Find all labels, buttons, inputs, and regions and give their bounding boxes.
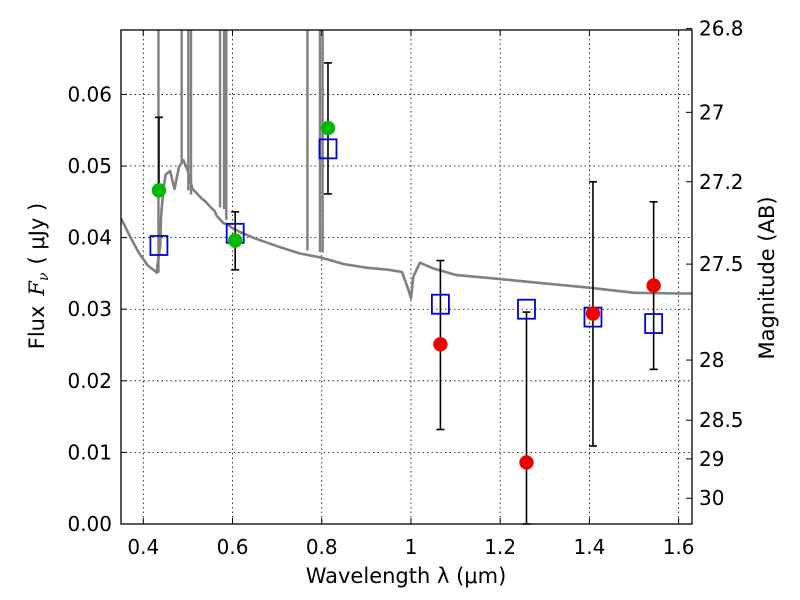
x-tick-label: 0.4: [127, 535, 159, 559]
right-tick-label: 28.5: [699, 408, 744, 432]
right-tick-label: 26.8: [699, 17, 744, 41]
marker-layer: [149, 120, 664, 470]
right-tick-label: 27.2: [699, 170, 744, 194]
x-tick-label: 1.4: [573, 535, 605, 559]
y-axis-title-subscript: ν: [36, 272, 52, 281]
y-tick-label: 0.04: [67, 226, 112, 250]
tick-label-layer: 0.4 0.6 0.8 1 1.2 1.4 1.6 0.00 0.01 0.02 0.03 0.04 0…: [67, 17, 743, 559]
model-sed-layer: [121, 30, 692, 300]
x-tick-label: 0.6: [217, 535, 249, 559]
right-axis-title: Magnitude (AB): [755, 196, 779, 359]
model-photometry-square: [149, 235, 169, 256]
x-tick-label: 0.8: [306, 535, 338, 559]
y-tick-label: 0.02: [67, 369, 112, 393]
x-axis-title: Wavelength λ (μm): [306, 564, 507, 588]
plot-frame: [120, 29, 693, 525]
x-tick-label: 1.2: [484, 535, 516, 559]
y-axis-title-symbol: F: [25, 280, 49, 297]
y-tick-label: 0.06: [67, 82, 112, 106]
y-tick-label: 0.05: [67, 154, 112, 178]
model-photometry-square: [318, 138, 338, 160]
model-photometry-square: [431, 293, 450, 315]
right-tick-label: 27: [699, 100, 724, 124]
y-tick-label: 0.03: [67, 297, 112, 321]
right-tick-label: 27.5: [699, 252, 744, 276]
right-tick-label: 30: [699, 486, 724, 510]
y-axis-title-unit: ( μJy ): [25, 203, 49, 265]
right-tick-label: 28: [699, 348, 724, 372]
nondetection-point: [433, 337, 448, 352]
nondetection-point: [585, 306, 601, 321]
detection-point: [151, 183, 167, 198]
model-photometry-square: [644, 313, 664, 334]
model-photometry-square: [517, 298, 536, 320]
x-tick-label: 1: [405, 535, 418, 559]
nondetection-point: [646, 278, 661, 293]
y-axis-title: Flux Fν ( μJy ): [25, 203, 52, 349]
tick-layer: [121, 28, 692, 525]
y-tick-label: 0.00: [67, 512, 112, 536]
grid-layer: [121, 30, 692, 524]
nondetection-point: [519, 455, 534, 470]
model-sed-line: [121, 159, 692, 300]
detection-point: [228, 233, 243, 248]
detection-point: [320, 120, 336, 136]
y-axis-title-prefix: Flux: [25, 306, 49, 350]
errorbar-layer: [154, 62, 658, 525]
right-tick-label: 29: [699, 447, 724, 471]
y-tick-label: 0.01: [67, 440, 112, 464]
x-tick-label: 1.6: [663, 535, 695, 559]
